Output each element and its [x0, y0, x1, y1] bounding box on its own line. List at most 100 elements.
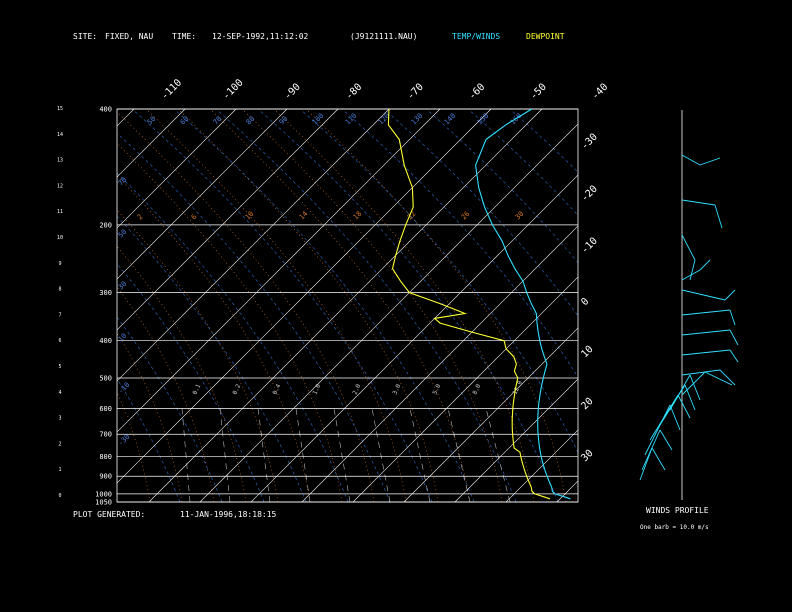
moist-adiabat-label: 14	[298, 210, 310, 222]
dry-adiabat	[509, 109, 578, 173]
wind-barb-flag	[689, 259, 696, 281]
moist-adiabat	[117, 391, 151, 502]
winds-profile-note: One barb = 10.0 m/s	[640, 524, 709, 531]
moist-adiabat	[117, 209, 279, 502]
dry-adiabat-label: 130	[410, 112, 425, 127]
temp-winds-legend: TEMP/WINDS	[452, 32, 501, 41]
mixing-ratio-line	[333, 408, 351, 502]
moist-adiabat-label: 18	[352, 210, 364, 222]
height-km-tick: 2	[58, 441, 61, 447]
dry-adiabat-label: 50	[146, 115, 158, 127]
moist-adiabat	[273, 109, 535, 502]
wind-barb-flag	[684, 384, 696, 411]
dry-adiabat-label: 80	[245, 115, 257, 127]
mixing-ratio-label: 1.0	[311, 383, 322, 396]
isotherm-line	[0, 109, 32, 502]
wind-barb-flag	[729, 329, 739, 346]
wind-barb-flag	[729, 349, 739, 363]
isotherm-line	[710, 109, 792, 502]
file-id: (J9121111.NAU)	[350, 32, 418, 41]
moist-adiabat	[117, 175, 311, 502]
moist-adiabat-label: 26	[460, 210, 472, 222]
isotherm-line	[148, 109, 543, 502]
height-km-tick: 12	[57, 183, 63, 189]
moist-adiabat	[145, 109, 407, 502]
dry-adiabat	[117, 378, 181, 502]
dry-adiabat-label: 10	[117, 332, 129, 344]
wind-barb-shaft	[681, 199, 716, 206]
pressure-tick-label: 700	[99, 431, 112, 439]
series-group	[475, 108, 571, 500]
wind-barb-flag	[724, 289, 736, 301]
height-km-tick: 10	[57, 235, 63, 241]
isotherm-top-label: -90	[282, 82, 303, 103]
isotherm-top-label: -80	[344, 82, 365, 103]
dry-adiabat-label: 110	[344, 112, 359, 127]
wind-barb-flag	[704, 371, 733, 386]
wind-barb-flag	[699, 157, 721, 166]
wind-barb-flag	[651, 447, 666, 471]
wind-barb-shaft	[681, 154, 701, 166]
isotherm-line	[117, 109, 135, 127]
height-km-tick: 9	[58, 261, 61, 267]
dry-adiabat-label: 150	[476, 112, 491, 127]
isotherm-right-label: 0	[579, 296, 591, 308]
moist-adiabat	[117, 142, 343, 502]
dry-adiabat-label: 70	[117, 176, 129, 188]
dry-adiabat	[215, 109, 517, 502]
wind-barb-flag	[659, 429, 673, 451]
moist-adiabat	[241, 109, 503, 502]
isotherm-right-label: -30	[579, 132, 600, 153]
isotherm-line	[352, 276, 578, 502]
dry-adiabat	[425, 109, 578, 264]
pressure-tick-label: 500	[99, 374, 112, 382]
temperature-series-line	[475, 108, 571, 500]
dry-adiabat	[131, 109, 433, 502]
isotherm-top-label: -50	[528, 82, 549, 103]
isotherm-right-label: 30	[579, 448, 595, 464]
dry-adiabat	[117, 263, 265, 502]
moist-adiabat	[117, 111, 375, 502]
height-km-tick: 0	[58, 493, 61, 499]
dry-adiabat-label: 30	[117, 280, 129, 292]
isotherm-line	[117, 109, 186, 178]
dry-adiabat	[257, 109, 559, 502]
moist-adiabat-label: 10	[244, 210, 256, 222]
isotherm-line	[659, 109, 792, 502]
mixing-ratio-line	[371, 408, 391, 502]
height-km-tick: 13	[57, 158, 63, 164]
moist-adiabat	[177, 109, 439, 502]
wind-barb-flag	[669, 404, 681, 431]
isotherm-line	[505, 429, 578, 502]
site-value: FIXED, NAU	[105, 32, 154, 41]
wind-barb-shaft	[681, 309, 731, 316]
mixing-ratio-label: 8.0	[471, 383, 482, 396]
wind-barb-shaft	[659, 384, 686, 426]
height-km-tick: 6	[58, 338, 61, 344]
pressure-tick-label: 1050	[95, 499, 112, 507]
isotherm-line	[117, 109, 288, 280]
moist-adiabat-label: 2	[136, 213, 145, 222]
isotherm-line	[117, 109, 441, 433]
dry-adiabat-label: -30	[117, 433, 132, 448]
isotherm-top-label: -60	[467, 82, 488, 103]
mixing-ratio-line	[257, 408, 271, 502]
time-value: 12-SEP-1992,11:12:02	[212, 32, 309, 41]
mixing-ratio-label: 12.0	[511, 379, 524, 395]
isotherm-line	[301, 225, 578, 502]
pressure-tick-label: 300	[99, 289, 112, 297]
moist-adiabat	[209, 109, 471, 502]
isotherm-top-label: -70	[405, 82, 426, 103]
isotherm-line	[199, 123, 578, 502]
dry-adiabat	[117, 215, 307, 502]
isotherm-line	[250, 174, 578, 502]
dry-adiabat	[173, 109, 475, 502]
dry-adiabat	[341, 109, 578, 378]
mixing-ratio-line	[219, 408, 231, 502]
isotherm-line	[117, 109, 390, 382]
wind-barb-shaft	[681, 349, 731, 356]
pressure-tick-label: 400	[99, 337, 112, 345]
height-km-tick: 8	[58, 287, 61, 293]
height-km-tick: 1	[58, 467, 61, 473]
mixing-ratio-line	[447, 408, 471, 502]
